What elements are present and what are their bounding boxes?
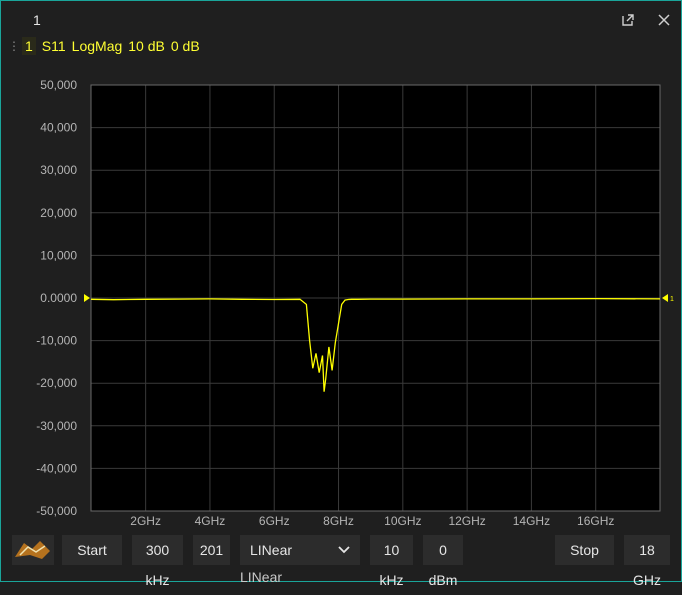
x-tick-label: 4GHz	[195, 514, 226, 528]
sweep-type-select[interactable]: LINear	[240, 535, 360, 565]
sweep-type-value: LINear	[250, 542, 293, 558]
y-tick-label: 50,000	[40, 78, 77, 92]
trace-chart: 50,000 40,000 30,000 20,000 10,000 0.0000 -10,…	[36, 78, 674, 528]
brand-logo-icon	[12, 535, 54, 565]
chevron-down-icon	[338, 546, 350, 554]
start-button[interactable]: Start	[62, 535, 122, 565]
dropdown-option[interactable]: LINear	[240, 569, 283, 585]
trace-parameter[interactable]: S11	[41, 38, 66, 54]
reference-marker-left-icon	[84, 294, 90, 302]
stimulus-toolbar: Start 300 kHz 201 LINear 10 kHz 0 dBm St…	[0, 535, 682, 588]
start-frequency-field[interactable]: 300 kHz	[132, 535, 183, 588]
y-tick-label: -10,000	[36, 334, 77, 348]
y-tick-label: -40,000	[36, 461, 77, 475]
x-tick-label: 6GHz	[259, 514, 290, 528]
popout-icon[interactable]	[620, 12, 636, 28]
if-bandwidth-field[interactable]: 10 kHz	[370, 535, 413, 588]
trace-info-bar[interactable]: ⋮ 1 S11 LogMag 10 dB 0 dB	[8, 37, 200, 55]
x-tick-label: 2GHz	[130, 514, 161, 528]
y-tick-label: -50,000	[36, 504, 77, 518]
points-field[interactable]: 201	[193, 535, 230, 565]
y-tick-label: 40,000	[40, 121, 77, 135]
plot-border	[90, 84, 661, 512]
window-title: 1	[33, 12, 41, 28]
y-tick-label: 10,000	[40, 248, 77, 262]
trace-number: 1	[22, 37, 36, 55]
x-tick-label: 10GHz	[384, 514, 421, 528]
y-tick-label: 30,000	[40, 163, 77, 177]
close-icon[interactable]	[656, 12, 672, 28]
drag-grip-icon[interactable]: ⋮	[8, 39, 20, 53]
x-tick-label: 8GHz	[323, 514, 354, 528]
stop-button[interactable]: Stop	[555, 535, 614, 565]
y-tick-label: 0.0000	[40, 291, 77, 305]
y-tick-label: 20,000	[40, 206, 77, 220]
x-tick-label: 14GHz	[513, 514, 550, 528]
trace-format[interactable]: LogMag	[71, 38, 123, 54]
x-tick-label: 16GHz	[577, 514, 614, 528]
stop-frequency-field[interactable]: 18 GHz	[624, 535, 670, 588]
power-field[interactable]: 0 dBm	[423, 535, 463, 588]
y-tick-label: -30,000	[36, 419, 77, 433]
trace-line-1	[90, 297, 661, 392]
trace-scale[interactable]: 10 dB	[128, 38, 165, 54]
reference-marker-number: 1	[670, 296, 674, 303]
y-tick-label: -20,000	[36, 376, 77, 390]
trace-reference[interactable]: 0 dB	[170, 38, 200, 54]
reference-marker-right-icon	[662, 294, 668, 302]
x-tick-label: 12GHz	[448, 514, 485, 528]
